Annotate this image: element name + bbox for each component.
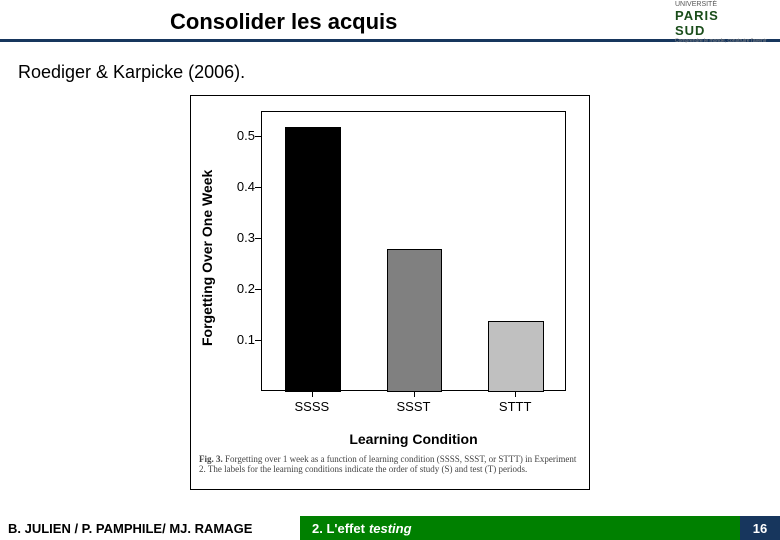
y-tick-label: 0.4 (225, 179, 255, 194)
y-tick-mark (255, 340, 261, 341)
chart-plot-area (261, 111, 566, 391)
chart-bar (488, 321, 544, 392)
x-tick-label: STTT (485, 399, 545, 414)
chart-bar (387, 249, 443, 392)
y-tick-mark (255, 238, 261, 239)
footer-section-prefix: 2. L'effet (312, 521, 365, 536)
footer-section: 2. L'effet testing (300, 516, 740, 540)
y-tick-mark (255, 136, 261, 137)
footer-authors: B. JULIEN / P. PAMPHILE/ MJ. RAMAGE (0, 516, 300, 540)
x-tick-label: SSSS (282, 399, 342, 414)
x-tick-mark (312, 391, 313, 397)
caption-body: Forgetting over 1 week as a function of … (199, 454, 576, 474)
y-tick-mark (255, 289, 261, 290)
chart-bar (285, 127, 341, 392)
y-tick-label: 0.2 (225, 281, 255, 296)
chart-xlabel: Learning Condition (261, 431, 566, 447)
chart-panel: Forgetting Over One Week Learning Condit… (190, 95, 590, 490)
logo-sud: SUD (675, 23, 705, 38)
y-tick-label: 0.1 (225, 332, 255, 347)
logo-tagline: Comprendre le monde, construire l'avenir (675, 38, 767, 44)
logo-uni: UNIVERSITÉ (675, 1, 717, 8)
footer-section-italic: testing (369, 521, 412, 536)
y-tick-label: 0.3 (225, 230, 255, 245)
x-tick-mark (515, 391, 516, 397)
x-tick-mark (414, 391, 415, 397)
chart-caption: Fig. 3. Forgetting over 1 week as a func… (199, 454, 583, 475)
citation-text: Roediger & Karpicke (2006). (18, 62, 780, 83)
y-tick-label: 0.5 (225, 128, 255, 143)
footer-bar: B. JULIEN / P. PAMPHILE/ MJ. RAMAGE 2. L… (0, 516, 780, 540)
title-underline (0, 39, 780, 42)
y-tick-mark (255, 187, 261, 188)
x-tick-label: SSST (384, 399, 444, 414)
chart-ylabel: Forgetting Over One Week (199, 170, 215, 346)
footer-page-number: 16 (740, 516, 780, 540)
university-logo: UNIVERSITÉ PARIS SUD Comprendre le monde… (675, 4, 770, 40)
title-bar: Consolider les acquis UNIVERSITÉ PARIS S… (0, 0, 780, 44)
logo-paris: PARIS (675, 8, 719, 23)
caption-prefix: Fig. 3. (199, 454, 223, 464)
slide-title: Consolider les acquis (170, 9, 397, 35)
